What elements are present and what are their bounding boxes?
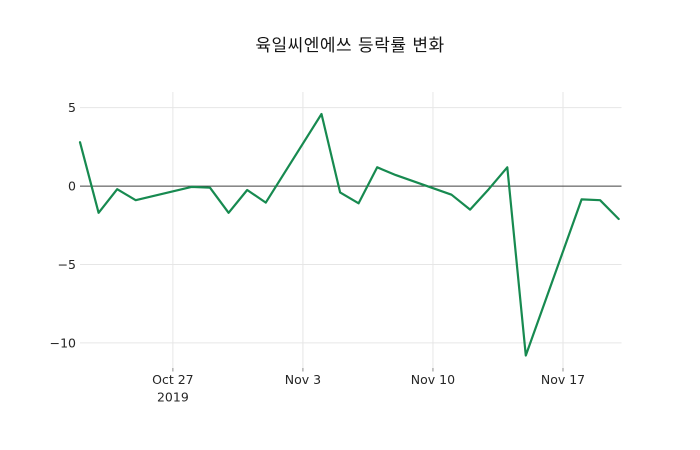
x-tick-label: Nov 17 — [541, 372, 585, 387]
chart-title: 육일씨엔에쓰 등락률 변화 — [255, 36, 445, 56]
x-tick-label: Oct 27 — [152, 372, 194, 387]
series-line-daily-change-percent — [78, 112, 620, 357]
y-tick-label: −10 — [50, 335, 76, 350]
x-tick-year-label: 2019 — [157, 390, 189, 405]
x-tick-label: Nov 10 — [411, 372, 455, 387]
y-tick-label: 0 — [68, 179, 76, 194]
y-tick-label: −5 — [58, 257, 76, 272]
x-tick-label: Nov 3 — [285, 372, 321, 387]
y-tick-label: 5 — [68, 100, 76, 115]
